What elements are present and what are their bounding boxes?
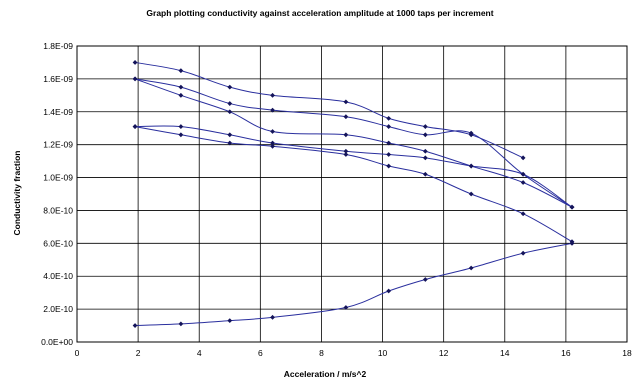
- data-point: [520, 155, 526, 161]
- series-line: [134, 61, 524, 159]
- y-tick-label: 6.0E-10: [43, 238, 73, 248]
- data-point: [386, 163, 392, 169]
- data-point: [468, 163, 474, 169]
- data-point: [520, 211, 526, 217]
- data-point: [468, 265, 474, 271]
- data-point: [178, 92, 184, 98]
- data-point: [343, 305, 349, 310]
- y-tick-label: 1.6E-09: [43, 74, 73, 84]
- data-point: [520, 250, 526, 256]
- data-point: [386, 115, 392, 121]
- x-axis-label: Acceleration / m/s^2: [284, 369, 367, 379]
- data-point: [343, 114, 349, 120]
- y-tick-label: 1.4E-09: [43, 107, 73, 117]
- data-point: [227, 318, 233, 324]
- data-point: [343, 132, 349, 138]
- data-point: [132, 323, 138, 328]
- data-point: [386, 288, 392, 294]
- data-point: [520, 180, 526, 185]
- data-point: [270, 314, 275, 320]
- y-tick-label: 0.0E+00: [41, 337, 73, 347]
- x-tick-label: 2: [136, 348, 141, 358]
- data-point: [227, 101, 233, 106]
- x-tick-label: 16: [561, 348, 571, 358]
- data-point: [422, 148, 428, 154]
- x-tick-label: 8: [319, 348, 324, 358]
- x-tick-label: 12: [439, 348, 449, 358]
- data-point: [270, 107, 275, 113]
- data-point: [422, 277, 428, 282]
- x-tick-label: 14: [500, 348, 510, 358]
- y-axis-label: Conductivity fraction: [12, 150, 22, 235]
- data-point: [178, 84, 184, 90]
- data-point: [270, 92, 275, 98]
- plot-area-border: [76, 45, 628, 343]
- chart-title: Graph plotting conductivity against acce…: [146, 8, 493, 18]
- data-point: [468, 191, 474, 197]
- x-tick-label: 18: [622, 348, 632, 358]
- data-point: [270, 143, 275, 149]
- data-point: [227, 140, 233, 146]
- data-point: [178, 124, 184, 129]
- y-tick-label: 4.0E-10: [43, 271, 73, 281]
- data-point: [343, 148, 349, 154]
- x-tick-label: 10: [378, 348, 388, 358]
- data-point: [178, 68, 184, 74]
- tick-labels: 0 2 4 6 8 10 12 14 16 18 0.0E+00 2.0E-10 4.0E-10 6.0E…: [41, 41, 632, 358]
- grid: [76, 45, 628, 343]
- data-point: [343, 99, 349, 105]
- data-point: [386, 124, 392, 129]
- data-point: [132, 124, 138, 129]
- data-point: [422, 171, 428, 177]
- data-point: [386, 140, 392, 146]
- data-point: [132, 76, 138, 82]
- data-point: [227, 84, 233, 90]
- x-tick-label: 0: [75, 348, 80, 358]
- data-point: [178, 132, 184, 138]
- series-line: [135, 125, 573, 208]
- data-point: [343, 152, 349, 157]
- y-tick-label: 2.0E-10: [43, 304, 73, 314]
- data-point: [468, 130, 474, 136]
- series-line: [135, 242, 573, 327]
- x-tick-label: 4: [197, 348, 202, 358]
- data-point: [132, 60, 138, 65]
- y-tick-label: 1.2E-09: [43, 140, 73, 150]
- data-point: [227, 109, 233, 115]
- series-line: [134, 78, 573, 208]
- data-point: [422, 124, 428, 129]
- series-line: [134, 126, 573, 243]
- x-tick-label: 6: [258, 348, 263, 358]
- y-tick-label: 1.8E-09: [43, 41, 73, 51]
- data-point: [569, 204, 575, 210]
- series-group: [132, 60, 575, 328]
- data-point: [270, 140, 275, 146]
- data-point: [520, 171, 526, 177]
- data-point: [386, 152, 392, 157]
- data-point: [422, 155, 428, 161]
- data-point: [178, 321, 184, 327]
- data-point: [227, 132, 233, 138]
- data-point: [422, 132, 428, 138]
- y-tick-label: 1.0E-09: [43, 173, 73, 183]
- y-tick-label: 8.0E-10: [43, 205, 73, 215]
- data-point: [270, 129, 275, 134]
- series-line: [134, 78, 573, 208]
- data-point: [569, 240, 575, 246]
